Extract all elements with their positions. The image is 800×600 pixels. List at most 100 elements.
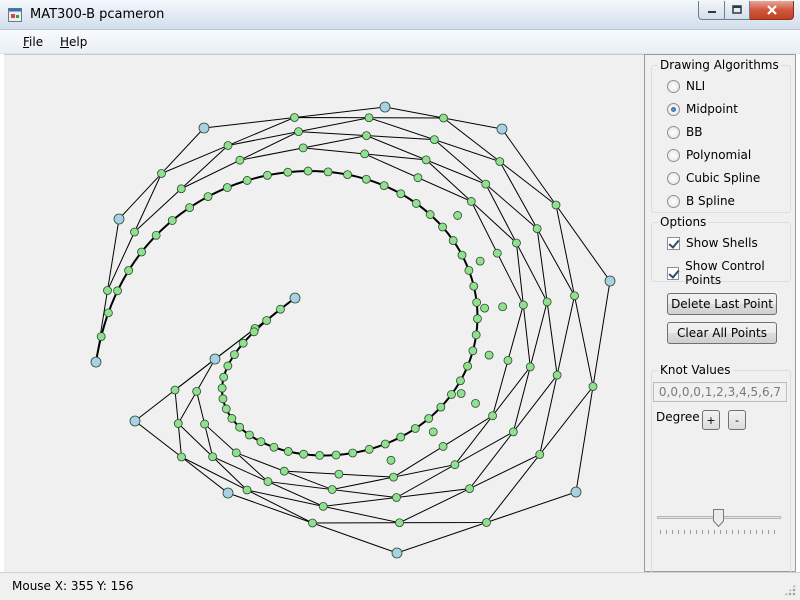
degree-label: Degree [656,410,700,424]
radio-label: Polynomial [686,148,752,162]
shell-point [173,419,183,428]
curve-point [380,439,390,449]
curve-point [425,210,435,219]
shell-point [334,469,344,479]
resize-grip[interactable] [784,584,796,596]
control-point[interactable] [496,123,508,135]
curve-point [249,327,259,337]
show-shells-checkbox[interactable]: Show Shells [667,236,758,250]
curve-point [283,447,293,456]
curve-point [269,442,279,452]
curve-point [103,308,113,318]
shell-point [465,484,475,494]
curve-point [262,316,272,325]
shell-point [392,493,401,502]
curve-canvas[interactable] [4,55,644,573]
drawing-algorithms-title: Drawing Algorithms [658,58,781,72]
curve-point [167,216,177,225]
shell-point [157,169,166,178]
drawing-canvas[interactable] [4,54,644,572]
menu-help[interactable]: Help [60,35,88,49]
shell-point [475,256,485,266]
control-point[interactable] [198,122,210,134]
menu-file[interactable]: File [23,35,44,49]
curve-point [343,170,352,180]
shell-point [318,501,328,511]
control-point[interactable] [209,353,221,365]
shell-point [176,184,186,194]
shell-point [103,286,112,295]
options-group: Options [651,215,791,282]
control-point[interactable] [379,101,391,113]
radio-cubic-spline[interactable]: Cubic Spline [667,171,760,185]
shell-point [364,113,374,123]
curve-point [218,394,228,404]
control-point[interactable] [289,292,301,304]
radio-nli[interactable]: NLI [667,79,705,93]
shell-point [279,466,289,476]
shell-point [263,477,273,486]
curve-point [235,422,245,432]
curve-point [242,176,252,185]
control-point[interactable] [90,356,102,368]
curve-point [463,361,473,371]
curve-point [221,404,231,414]
curve-point [137,247,146,257]
knot-values-field[interactable]: 0,0,0,0,1,2,3,4,5,6,7 [653,382,787,402]
curve-point [185,203,195,213]
curve-point [468,346,478,356]
control-point[interactable] [570,486,582,498]
curve-point [456,376,465,386]
show-control-points-checkbox[interactable]: Show Control Points [667,259,795,287]
curve-point [436,402,446,412]
radio-midpoint[interactable]: Midpoint [667,102,738,116]
curve-point [229,350,239,359]
control-point[interactable] [222,487,234,499]
curve-point [276,304,285,314]
curve-point [396,432,406,442]
minimize-button[interactable] [698,1,725,20]
curve-point [124,266,134,275]
maximize-button[interactable] [725,1,750,20]
shell-point [429,135,439,145]
shell-point [438,442,448,451]
shell-point [542,297,552,307]
shell-point [481,179,491,189]
radio-polynomial[interactable]: Polynomial [667,148,751,162]
control-point[interactable] [113,213,125,225]
shell-point [308,518,317,528]
shell-point [290,113,299,122]
show-shells-check-icon [667,236,680,250]
degree-decrease-button[interactable]: - [728,410,746,430]
shell-point [294,127,303,137]
slider-ticks [660,530,780,534]
shell-line [236,147,531,491]
close-button[interactable] [750,1,794,20]
radio-bb[interactable]: BB [667,125,702,139]
control-point[interactable] [129,415,141,427]
slider-thumb[interactable] [713,509,724,527]
curve-point [411,199,421,208]
curve-point [473,314,482,324]
show-control-points-label: Show Control Points [685,259,765,287]
curve-point [457,250,467,260]
shell-point [327,485,337,494]
drawing-algorithms-group: Drawing Algorithms [651,58,791,213]
control-point[interactable] [604,275,616,287]
shell-point [535,450,545,459]
curve-point [223,361,233,371]
radio-indicator-icon [667,102,680,116]
degree-increase-button[interactable]: + [702,410,720,430]
curve-point [203,192,213,201]
shell-point [471,399,480,408]
control-point[interactable] [391,547,403,559]
radio-b-spline[interactable]: B Spline [667,194,735,208]
shell-point [484,350,494,360]
clear-all-points-button[interactable]: Clear All Points [667,322,777,344]
delete-last-point-button[interactable]: Delete Last Point [667,293,777,315]
curve-point [151,230,161,240]
radio-indicator-icon [667,194,680,208]
status-bar: Mouse X: 355 Y: 156 [0,572,800,600]
curve-point [396,189,406,199]
shell-line [284,153,524,478]
